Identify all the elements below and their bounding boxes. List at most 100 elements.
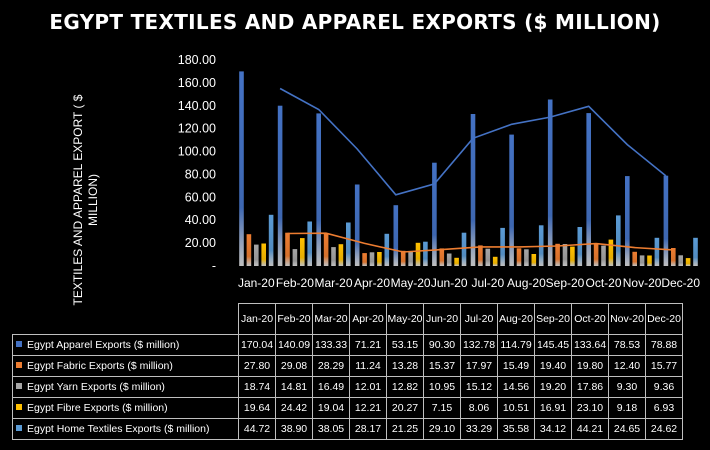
table-cell: 23.10 <box>571 397 609 419</box>
bar <box>693 237 698 266</box>
table-cell: 20.27 <box>386 397 424 419</box>
y-tick-label: 160.00 <box>178 76 216 90</box>
table-cell: 15.12 <box>460 376 498 398</box>
bar <box>254 244 259 266</box>
table-cell: 12.01 <box>349 376 387 398</box>
bar <box>432 162 437 266</box>
bar <box>285 232 290 266</box>
bar <box>446 253 452 266</box>
bar <box>384 233 390 266</box>
table-row: Egypt Apparel Exports ($ million) 170.04 1… <box>12 334 683 356</box>
table-cell: 78.88 <box>645 334 683 356</box>
bar <box>492 256 498 266</box>
table-cell: 53.15 <box>386 334 424 356</box>
x-tick-label: Nov-20 <box>623 276 662 290</box>
table-cell: 19.80 <box>571 355 609 377</box>
table-cell: 35.58 <box>497 418 535 440</box>
table-cell: 14.56 <box>497 376 535 398</box>
legend-swatch <box>16 362 22 368</box>
legend-entry: Egypt Fibre Exports ($ million) <box>12 397 239 419</box>
y-tick-label: 140.00 <box>178 99 216 113</box>
bar <box>268 214 274 266</box>
table-cell: 44.72 <box>238 418 276 440</box>
table-column-header: Jul-20 <box>460 303 498 335</box>
bar <box>415 242 421 266</box>
bar <box>547 99 553 266</box>
bar <box>377 252 382 266</box>
bar <box>400 250 406 266</box>
table-corner <box>12 303 239 335</box>
x-tick-label: Oct-20 <box>585 276 621 290</box>
bar <box>654 237 660 266</box>
table-cell: 27.80 <box>238 355 276 377</box>
trendline <box>279 87 667 196</box>
table-row: Egypt Fibre Exports ($ million) 19.64 24.4… <box>12 397 683 419</box>
y-tick-label: 120.00 <box>178 122 216 136</box>
bar <box>346 222 351 266</box>
table-cell: 12.21 <box>349 397 387 419</box>
bar <box>647 255 652 266</box>
table-cell: 33.29 <box>460 418 498 440</box>
table-cell: 11.24 <box>349 355 387 377</box>
x-tick-label: Sep-20 <box>546 276 585 290</box>
bar <box>531 254 537 266</box>
table-cell: 28.29 <box>312 355 350 377</box>
table-cell: 24.65 <box>608 418 646 440</box>
table-row: Egypt Home Textiles Exports ($ million) 4… <box>12 418 683 440</box>
bar <box>678 255 683 266</box>
table-column-header: Feb-20 <box>275 303 313 335</box>
table-cell: 38.05 <box>312 418 350 440</box>
table-cell: 71.21 <box>349 334 387 356</box>
bar <box>577 227 583 266</box>
table-cell: 24.62 <box>645 418 683 440</box>
table-cell: 14.81 <box>275 376 313 398</box>
table-cell: 7.15 <box>423 397 461 419</box>
table-row: Egypt Yarn Exports ($ million) 18.74 14.81… <box>12 376 683 398</box>
table-cell: 6.93 <box>645 397 683 419</box>
table-cell: 15.49 <box>497 355 535 377</box>
legend-swatch <box>16 341 22 347</box>
table-cell: 145.45 <box>534 334 572 356</box>
chart-plot-area: - 20.00 40.00 60.00 80.00 100.00 120.00 140.00 1… <box>178 53 701 290</box>
x-tick-labels: Jan-20 Feb-20 Mar-20 Apr-20 May-20 Jun-20 Jul-… <box>238 276 700 290</box>
bar <box>601 245 606 266</box>
table-cell: 132.78 <box>460 334 498 356</box>
table-cell: 19.04 <box>312 397 350 419</box>
table-cell: 9.18 <box>608 397 646 419</box>
bar <box>338 244 344 266</box>
table-cell: 10.51 <box>497 397 535 419</box>
table-column-header: Sep-20 <box>534 303 572 335</box>
y-tick-labels: - 20.00 40.00 60.00 80.00 100.00 120.00 140.00 1… <box>178 53 216 273</box>
bar <box>616 215 621 266</box>
legend-entry: Egypt Fabric Exports ($ million) <box>12 355 239 377</box>
bar <box>570 246 575 266</box>
table-cell: 17.97 <box>460 355 498 377</box>
table-cell: 12.40 <box>608 355 646 377</box>
x-tick-label: Apr-20 <box>354 276 390 290</box>
bar <box>307 221 312 266</box>
x-tick-label: May-20 <box>391 276 431 290</box>
legend-swatch <box>16 404 22 410</box>
bar <box>671 248 676 266</box>
table-cell: 44.21 <box>571 418 609 440</box>
table-cell: 10.95 <box>423 376 461 398</box>
legend-swatch <box>16 383 22 389</box>
bar <box>454 257 459 266</box>
bar <box>362 253 367 266</box>
bar <box>261 243 266 266</box>
bar <box>393 205 399 266</box>
bar <box>292 249 298 266</box>
bar <box>354 184 360 266</box>
table-cell: 16.91 <box>534 397 572 419</box>
bar <box>277 105 283 266</box>
y-tick-label: 180.00 <box>178 53 216 67</box>
table-cell: 78.53 <box>608 334 646 356</box>
table-column-header: Oct-20 <box>571 303 609 335</box>
bar <box>485 248 491 266</box>
trendline <box>287 232 674 253</box>
data-table: Jan-20 Feb-20 Mar-20 Apr-20 May-20 Jun-20 Jul-… <box>12 303 683 440</box>
bar <box>639 255 645 266</box>
table-cell: 133.33 <box>312 334 350 356</box>
table-cell: 29.08 <box>275 355 313 377</box>
bar <box>246 234 252 266</box>
